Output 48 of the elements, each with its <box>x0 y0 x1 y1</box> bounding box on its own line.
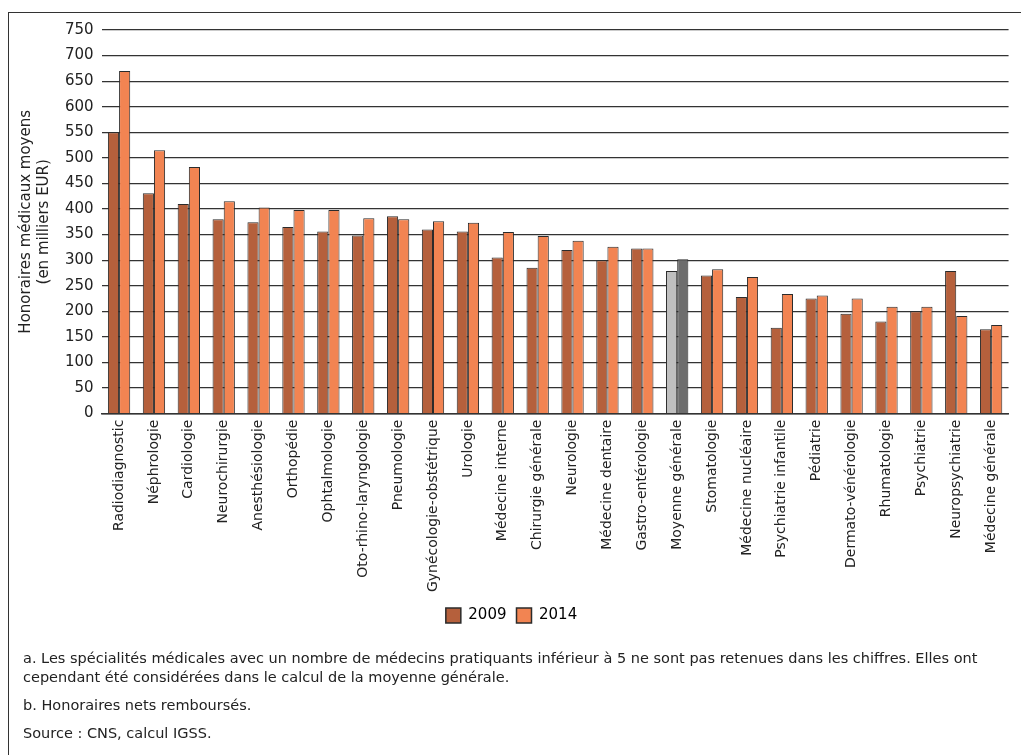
x-tick-label: Néphrologie <box>144 419 161 505</box>
x-tick-label: Pneumologie <box>388 419 405 511</box>
legend-label: 2014 <box>539 605 578 624</box>
y-tick-label: 750 <box>64 19 94 38</box>
y-tick-label: 450 <box>64 173 94 192</box>
x-tick-label: Médecine interne <box>493 419 510 542</box>
x-tick-label: Urologie <box>458 419 475 478</box>
y-tick-label: 500 <box>64 147 94 166</box>
x-tick-label: Chirurgie générale <box>528 419 545 550</box>
y-axis-title: Honoraires médicaux moyens (en milliers EUR) <box>15 109 52 334</box>
y-tick-label: 350 <box>64 224 94 243</box>
x-tick-label: Neurologie <box>563 419 580 496</box>
text: b. Honoraires nets remboursés. <box>22 695 253 715</box>
y-tick-label: 600 <box>64 96 94 115</box>
y-tick-label: 550 <box>64 122 94 141</box>
x-tick-label: Pédiatrie <box>807 419 824 482</box>
y-tick-label: 300 <box>64 250 94 269</box>
text: a. Les spécialités médicales avec un nombre de médecins pratiquants inférieur à 5 ne sont pas retenues dans les chiffres. Elles ont cependant été considérées dans le calcul de la moyenne générale. <box>22 649 979 687</box>
x-tick-label: Neurochirurgie <box>214 419 231 524</box>
x-tick-label: Rhumatologie <box>877 419 894 518</box>
x-tick-label: Médecine générale <box>981 419 998 554</box>
y-tick-label: 150 <box>64 326 94 345</box>
y-tick-label: 650 <box>64 71 94 90</box>
x-tick-label: Gastro-entérologie <box>632 419 649 551</box>
y-tick-label: 0 <box>84 403 94 422</box>
source-note: Source : CNS, calcul IGSS. <box>22 723 213 743</box>
x-tick-label: Anesthésiologie <box>249 419 266 531</box>
x-tick-label: Ophtalmologie <box>319 419 335 523</box>
x-tick-label: Cardiologie <box>179 419 196 499</box>
x-tick-label: Dermato-vénérologie <box>842 419 859 568</box>
y-tick-label: 250 <box>64 275 94 294</box>
y-tick-label: 200 <box>64 301 94 320</box>
x-tick-label: Moyenne générale <box>667 419 684 550</box>
y-tick-label: 400 <box>64 198 94 217</box>
x-tick-label: Psychiatrie <box>912 419 928 497</box>
y-tick-label: 50 <box>74 377 94 396</box>
x-tick-label: Stomatologie <box>702 419 719 513</box>
x-tick-label: Médecine nucléaire <box>737 419 754 556</box>
x-tick-label: Gynécologie-obstétrique <box>423 419 440 593</box>
y-tick-label: 100 <box>64 352 94 371</box>
legend-label: 2009 <box>468 605 507 624</box>
x-tick-label: Radiodiagnostic <box>109 419 126 532</box>
x-tick-label: Neuropsychiatrie <box>946 419 963 539</box>
x-tick-label: Orthopédie <box>284 419 301 499</box>
x-tick-label: Oto-rhino-laryngologie <box>353 419 370 578</box>
x-tick-label: Psychiatrie infantile <box>772 419 789 558</box>
x-tick-label: Médecine dentaire <box>598 419 615 550</box>
y-tick-label: 700 <box>64 45 94 64</box>
